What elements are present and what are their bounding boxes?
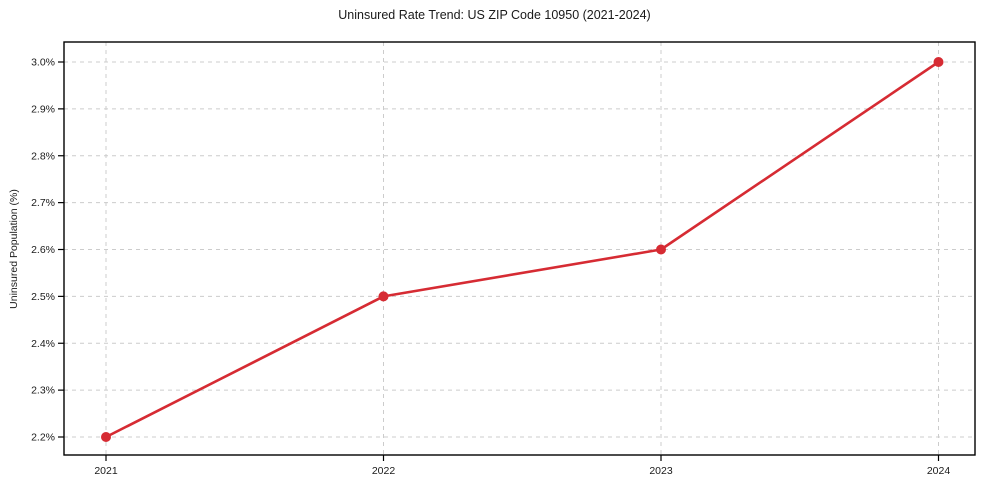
data-line bbox=[104, 60, 940, 439]
x-tick-label: 2024 bbox=[927, 465, 951, 477]
data-point bbox=[933, 57, 944, 67]
x-tick-label: 2022 bbox=[372, 465, 396, 477]
data-point bbox=[378, 291, 389, 302]
y-tick-label: 2.3% bbox=[31, 385, 55, 397]
y-tick-label: 2.5% bbox=[31, 291, 55, 303]
chart-title: Uninsured Rate Trend: US ZIP Code 10950 … bbox=[338, 8, 651, 22]
y-tick-label: 2.8% bbox=[31, 150, 55, 162]
data-point bbox=[101, 432, 111, 442]
data-point bbox=[656, 244, 666, 255]
y-tick-label: 2.2% bbox=[31, 432, 55, 444]
y-tick-label: 2.6% bbox=[31, 244, 55, 256]
y-tick-label: 2.7% bbox=[31, 197, 55, 209]
y-tick-label: 2.4% bbox=[31, 338, 55, 350]
x-tick-label: 2023 bbox=[649, 465, 673, 477]
y-tick-label: 2.9% bbox=[31, 103, 55, 115]
x-tick-label: 2021 bbox=[94, 465, 118, 477]
plot-border bbox=[63, 41, 976, 456]
y-tick-label: 3.0% bbox=[31, 57, 55, 69]
